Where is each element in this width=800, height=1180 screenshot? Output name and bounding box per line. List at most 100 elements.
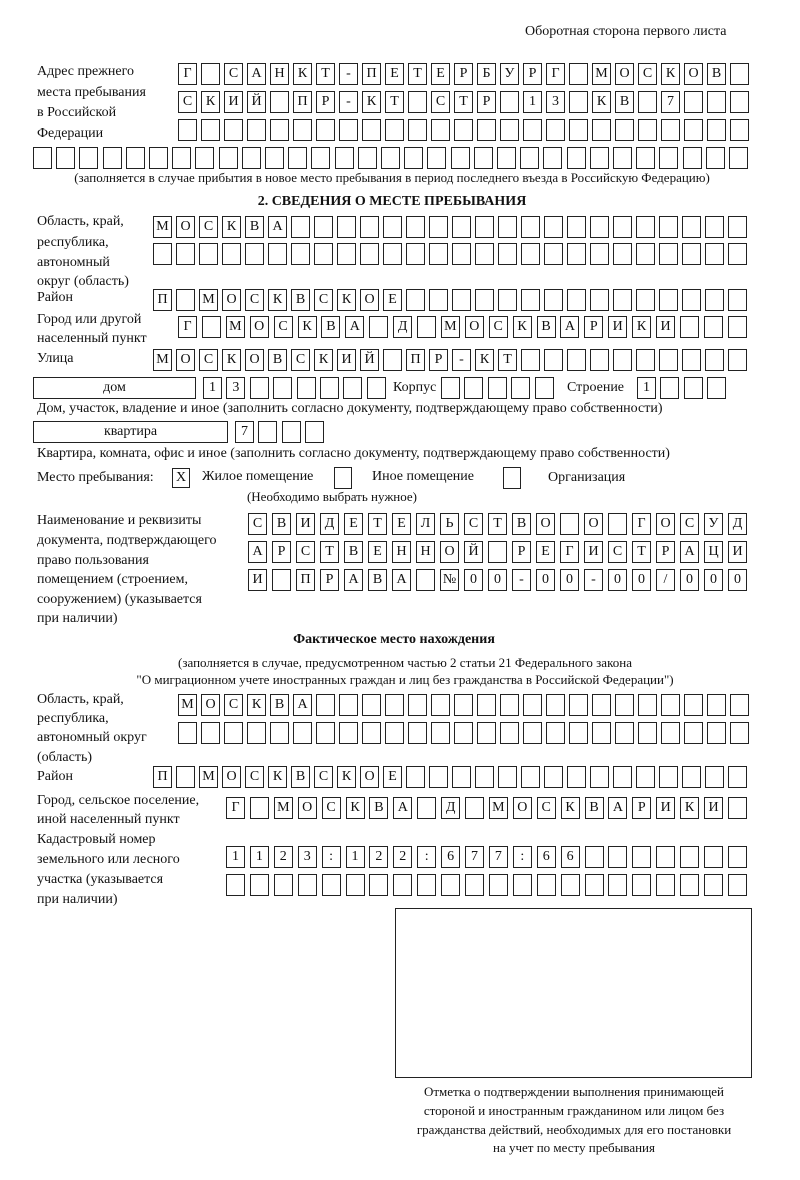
actual-region-row-1-cell[interactable] xyxy=(500,694,519,716)
cadastre-row-1-cell[interactable]: : xyxy=(512,846,532,868)
option-other-premises-checkbox[interactable] xyxy=(334,467,352,489)
doc-row-3-cell[interactable]: И xyxy=(248,569,267,591)
actual-region-row-2-cell[interactable] xyxy=(431,722,450,744)
prev-address-row-1-cell[interactable]: - xyxy=(339,63,358,85)
cadastre-row-1-cell[interactable] xyxy=(704,846,723,868)
street-row-cell[interactable] xyxy=(659,349,678,371)
prev-address-row-3-cell[interactable] xyxy=(293,119,312,141)
prev-address-row-4-cell[interactable] xyxy=(497,147,516,169)
house-number-row-cell[interactable] xyxy=(273,377,293,399)
doc-row-2-cell[interactable]: Н xyxy=(416,541,435,563)
prev-address-row-1-cell[interactable]: Т xyxy=(316,63,335,85)
actual-region-row-1-cell[interactable]: А xyxy=(293,694,312,716)
house-number-row-cell[interactable] xyxy=(366,377,386,399)
cadastre-row-2-cell[interactable] xyxy=(417,874,437,896)
option-organization-checkbox[interactable] xyxy=(503,467,521,489)
actual-region-row-1-cell[interactable] xyxy=(569,694,588,716)
cadastre-row-2-cell[interactable] xyxy=(704,874,723,896)
doc-row-3-cell[interactable]: А xyxy=(392,569,411,591)
city-row-cell[interactable] xyxy=(727,316,747,338)
doc-row-3-cell[interactable]: - xyxy=(584,569,603,591)
street-row-cell[interactable] xyxy=(705,349,724,371)
prev-address-row-3-cell[interactable] xyxy=(454,119,473,141)
prev-address-row-3-cell[interactable] xyxy=(661,119,680,141)
actual-region-row-2-cell[interactable] xyxy=(638,722,657,744)
actual-region-row-1-cell[interactable] xyxy=(638,694,657,716)
street-row-cell[interactable] xyxy=(567,349,586,371)
doc-row-1-cell[interactable] xyxy=(608,513,627,535)
cadastre-row-1-cell[interactable]: : xyxy=(417,846,437,868)
region-row-1-cell[interactable]: А xyxy=(268,216,287,238)
prev-address-row-4-cell[interactable] xyxy=(659,147,679,169)
house-number-row-cell[interactable]: 3 xyxy=(226,377,246,399)
house-number-row-cell[interactable] xyxy=(296,377,316,399)
street-row-cell[interactable] xyxy=(521,349,540,371)
prev-address-row-4-cell[interactable] xyxy=(265,147,284,169)
actual-district-row-cell[interactable]: С xyxy=(314,766,333,788)
actual-district-row-cell[interactable] xyxy=(406,766,425,788)
district-row-cell[interactable] xyxy=(475,289,494,311)
district-row-cell[interactable]: К xyxy=(337,289,356,311)
actual-city-row-cell[interactable]: О xyxy=(297,797,317,819)
prev-address-row-4-cell[interactable] xyxy=(473,147,493,169)
doc-row-1-cell[interactable]: О xyxy=(536,513,555,535)
region-row-2-cell[interactable] xyxy=(728,243,747,265)
prev-address-row-1-cell[interactable]: Е xyxy=(431,63,450,85)
actual-city-row-cell[interactable]: В xyxy=(584,797,604,819)
cadastre-row-2-cell[interactable] xyxy=(393,874,413,896)
actual-district-row-cell[interactable] xyxy=(613,766,632,788)
stroenie-row-cell[interactable] xyxy=(660,377,680,399)
actual-region-row-2-cell[interactable] xyxy=(408,722,427,744)
region-row-1-cell[interactable] xyxy=(291,216,310,238)
actual-region-row-2-cell[interactable] xyxy=(523,722,542,744)
doc-row-1-cell[interactable]: Д xyxy=(728,513,747,535)
region-row-1-cell[interactable] xyxy=(429,216,448,238)
actual-district-row-cell[interactable]: К xyxy=(337,766,356,788)
doc-row-2-cell[interactable]: И xyxy=(584,541,603,563)
doc-row-3-cell[interactable]: В xyxy=(368,569,387,591)
region-row-2-cell[interactable] xyxy=(521,243,540,265)
district-row-cell[interactable]: С xyxy=(314,289,333,311)
district-row-cell[interactable] xyxy=(613,289,632,311)
prev-address-row-3-cell[interactable] xyxy=(730,119,749,141)
actual-region-row-2-cell[interactable] xyxy=(201,722,220,744)
prev-address-row-1-cell[interactable]: К xyxy=(293,63,312,85)
prev-address-row-3-cell[interactable] xyxy=(684,119,703,141)
prev-address-row-2-cell[interactable]: И xyxy=(224,91,243,113)
cadastre-row-2-cell[interactable] xyxy=(321,874,341,896)
actual-city-row-cell[interactable]: К xyxy=(560,797,580,819)
doc-row-3-cell[interactable]: 0 xyxy=(632,569,651,591)
cadastre-row-1-cell[interactable]: 1 xyxy=(345,846,365,868)
prev-address-row-2-cell[interactable] xyxy=(500,91,519,113)
prev-address-row-2-cell[interactable]: Р xyxy=(477,91,496,113)
cadastre-row-2-cell[interactable] xyxy=(632,874,652,896)
doc-row-1-cell[interactable]: Д xyxy=(320,513,339,535)
prev-address-row-2-cell[interactable]: 7 xyxy=(661,91,680,113)
district-row-cell[interactable] xyxy=(498,289,517,311)
option-residential-checkbox[interactable]: X xyxy=(172,468,190,488)
actual-city-row-cell[interactable]: С xyxy=(536,797,556,819)
cadastre-row-2-cell[interactable] xyxy=(512,874,532,896)
region-row-1-cell[interactable] xyxy=(498,216,517,238)
actual-region-row-2-cell[interactable] xyxy=(615,722,634,744)
actual-city-row-cell[interactable]: Д xyxy=(441,797,461,819)
prev-address-row-3-cell[interactable] xyxy=(178,119,197,141)
doc-row-3-cell[interactable]: 0 xyxy=(536,569,555,591)
street-row-cell[interactable] xyxy=(613,349,632,371)
prev-address-row-2-cell[interactable] xyxy=(270,91,289,113)
cadastre-row-1-cell[interactable]: 3 xyxy=(297,846,317,868)
stroenie-row-cell[interactable] xyxy=(707,377,727,399)
region-row-1-cell[interactable] xyxy=(406,216,425,238)
korpus-row-cell[interactable] xyxy=(464,377,484,399)
actual-district-row-cell[interactable] xyxy=(659,766,678,788)
prev-address-row-4-cell[interactable] xyxy=(381,147,400,169)
prev-address-row-3-cell[interactable] xyxy=(546,119,565,141)
prev-address-row-4-cell[interactable] xyxy=(125,147,145,169)
doc-row-2-cell[interactable]: Т xyxy=(320,541,339,563)
street-row-cell[interactable]: С xyxy=(199,349,218,371)
doc-row-3-cell[interactable]: / xyxy=(656,569,675,591)
street-row-cell[interactable] xyxy=(636,349,655,371)
doc-row-1-cell[interactable]: Т xyxy=(368,513,387,535)
actual-district-row-cell[interactable]: К xyxy=(268,766,287,788)
prev-address-row-1-cell[interactable]: Р xyxy=(523,63,542,85)
